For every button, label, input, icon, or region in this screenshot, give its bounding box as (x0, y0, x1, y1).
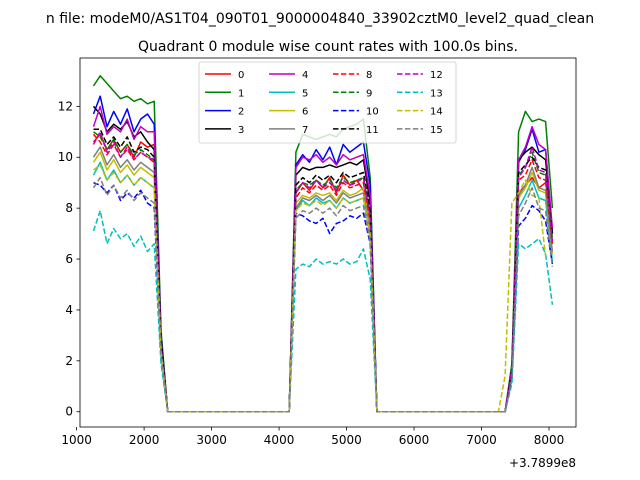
suptitle: n file: modeM0/AS1T04_090T01_9000004840_… (46, 11, 594, 27)
legend-label-15: 15 (430, 125, 443, 136)
y-tick-label: 6 (65, 252, 73, 266)
legend-label-13: 13 (430, 88, 443, 99)
x-tick-label: 5000 (331, 433, 362, 447)
y-tick-label: 4 (65, 303, 73, 317)
legend-label-10: 10 (366, 107, 379, 118)
plot-lines (92, 75, 554, 413)
y-axis: 0 2 4 6 8 10 12 (58, 99, 80, 419)
legend-label-12: 12 (430, 70, 443, 81)
plot-frame (79, 57, 577, 428)
legend-label-4: 4 (302, 70, 308, 81)
legend-label-0: 0 (238, 70, 244, 81)
legend-label-9: 9 (366, 88, 372, 99)
series-line-15 (92, 176, 554, 413)
legend-label-5: 5 (302, 88, 308, 99)
legend-label-7: 7 (302, 125, 308, 136)
legend-box (198, 61, 457, 144)
legend-label-3: 3 (238, 125, 244, 136)
legend-label-2: 2 (238, 107, 244, 118)
x-tick-label: 8000 (534, 433, 565, 447)
legend-label-6: 6 (302, 107, 308, 118)
legend-label-8: 8 (366, 70, 372, 81)
y-tick-label: 2 (65, 354, 73, 368)
x-tick-label: 7000 (466, 433, 497, 447)
x-tick-label: 4000 (264, 433, 295, 447)
y-tick-label: 10 (58, 150, 73, 164)
y-tick-label: 12 (58, 99, 73, 113)
legend-label-1: 1 (238, 88, 244, 99)
x-tick-label: 1000 (61, 433, 92, 447)
chart-title: Quadrant 0 module wise count rates with … (138, 39, 518, 55)
y-tick-label: 8 (65, 201, 73, 215)
x-axis: 1000 2000 3000 4000 5000 6000 7000 8000 (61, 427, 564, 447)
y-tick-label: 0 (65, 405, 73, 419)
x-tick-label: 2000 (129, 433, 160, 447)
x-tick-label: 6000 (399, 433, 430, 447)
x-offset-label: +3.7899e8 (509, 456, 576, 470)
legend-label-14: 14 (430, 107, 443, 118)
legend-label-11: 11 (366, 125, 379, 136)
x-tick-label: 3000 (196, 433, 227, 447)
